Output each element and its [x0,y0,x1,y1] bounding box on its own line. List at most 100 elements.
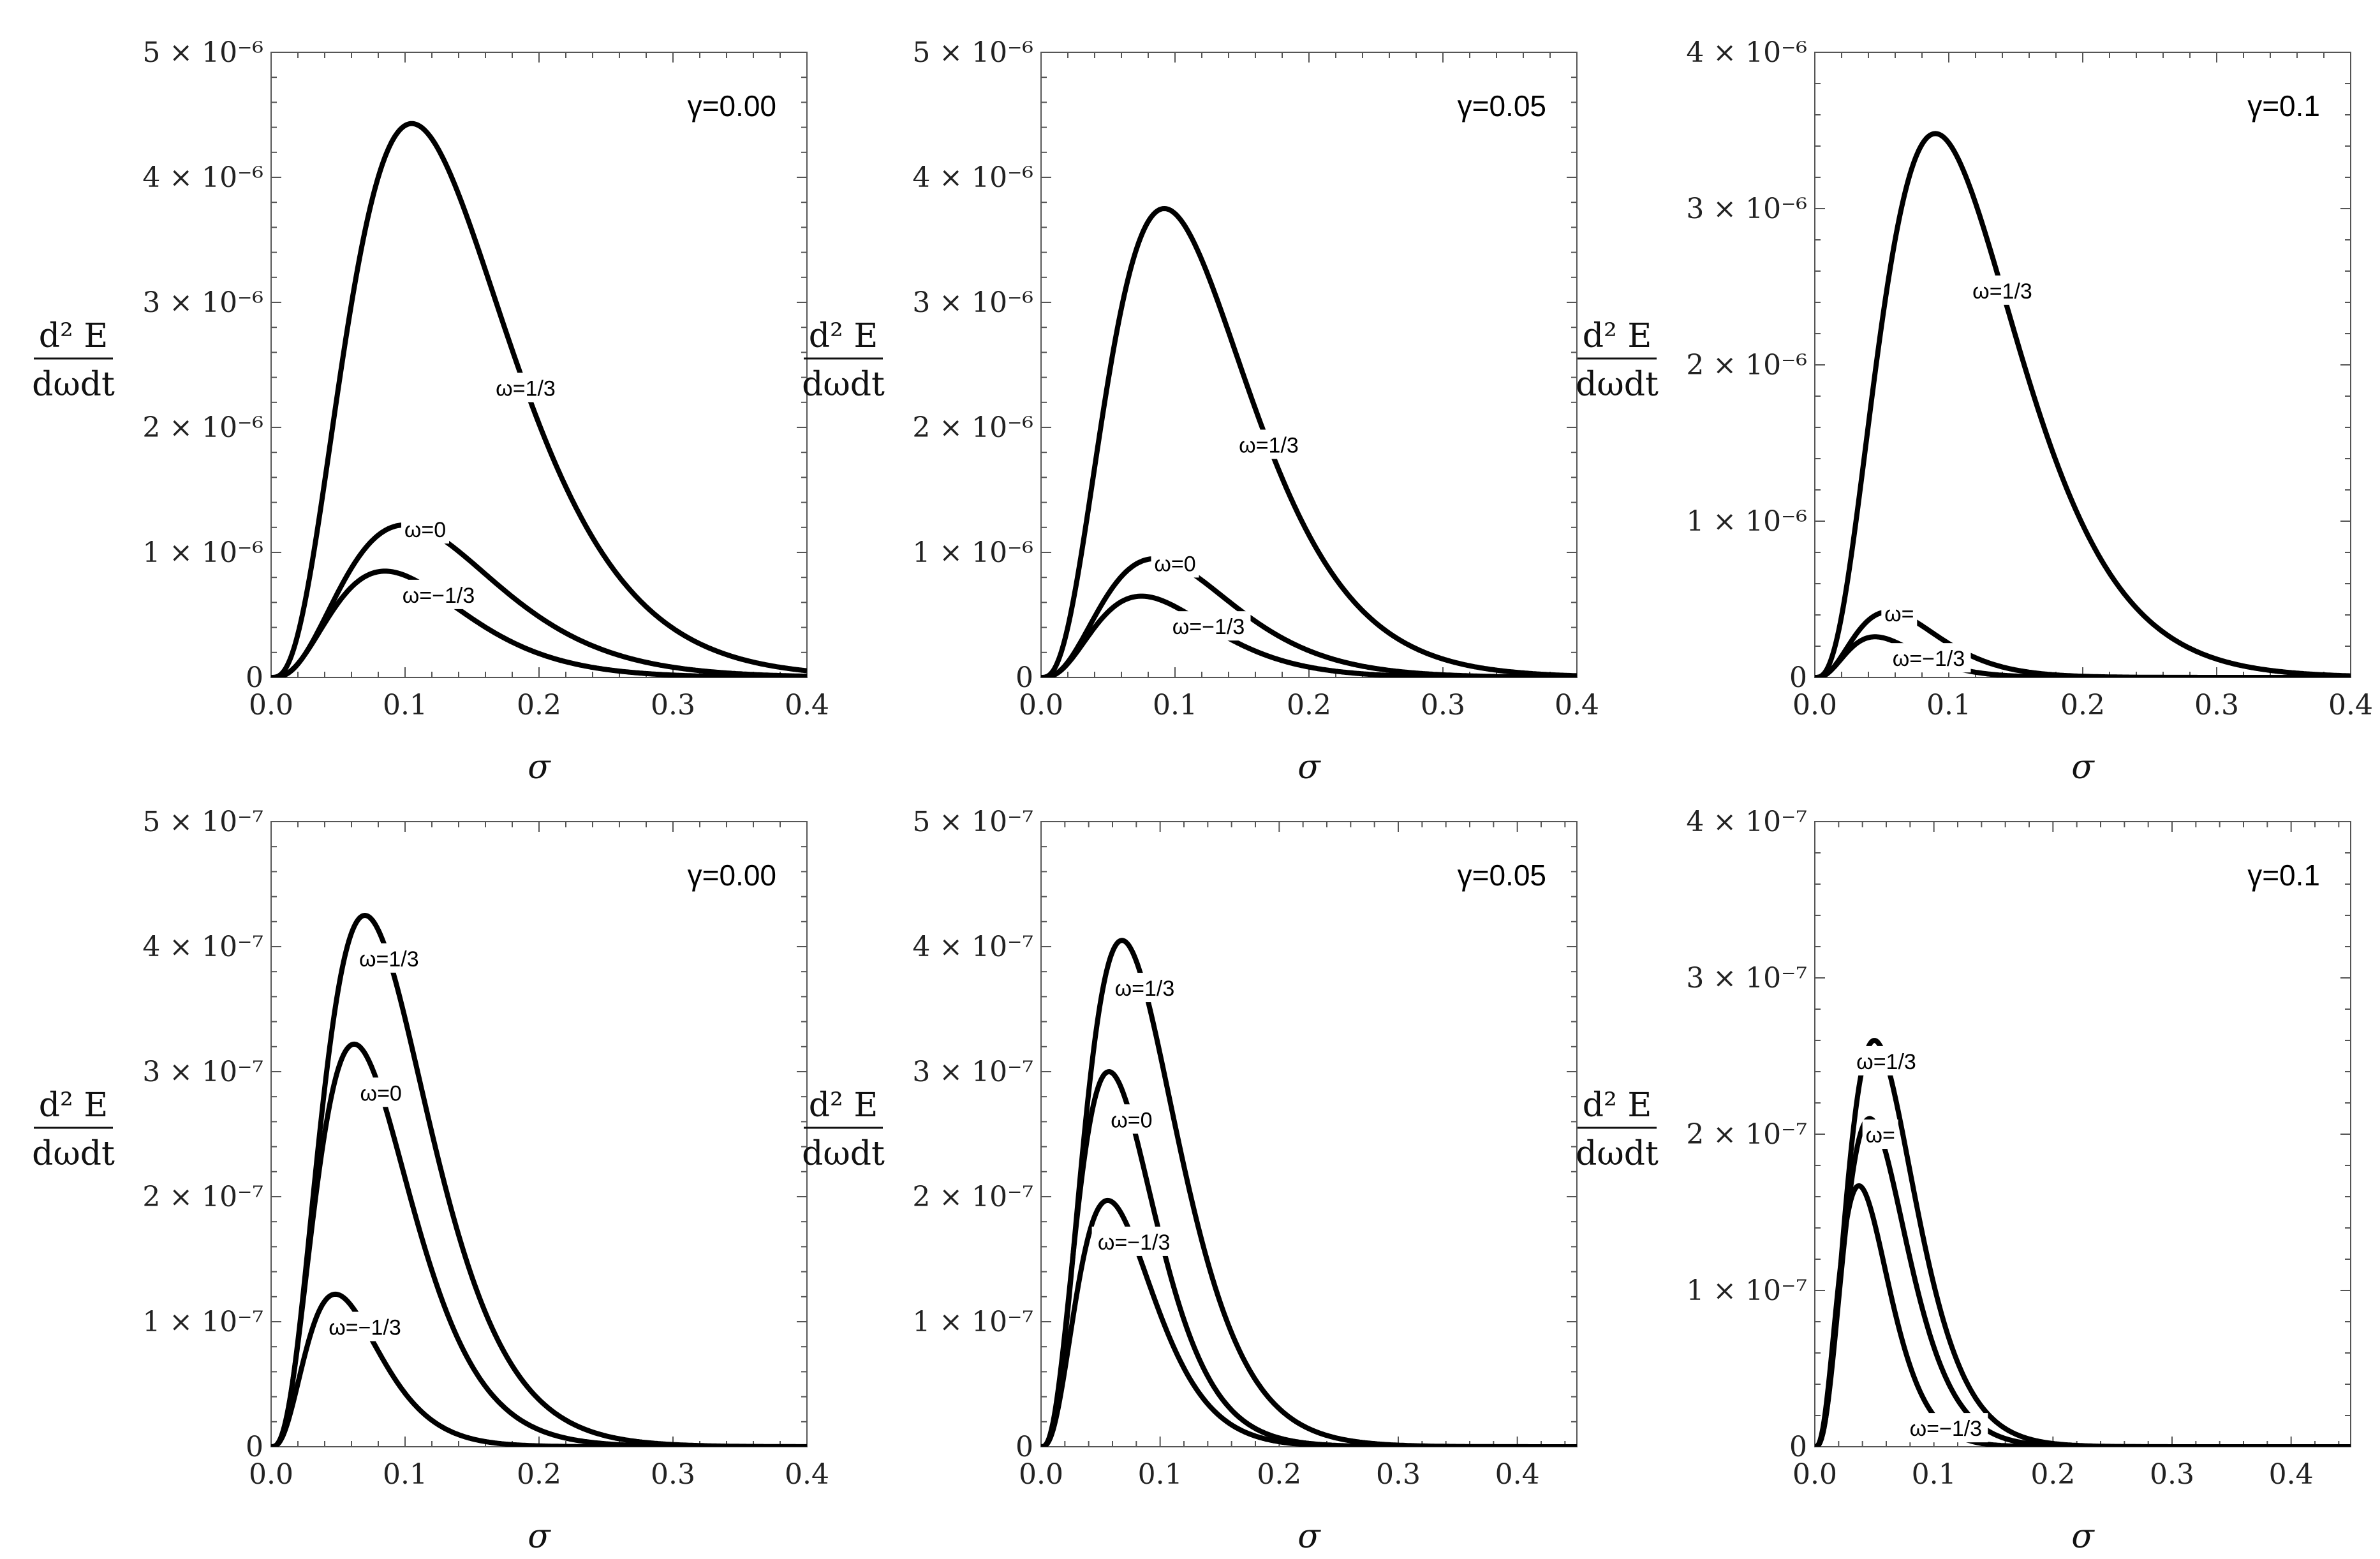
y-tick-label: 0 [1789,661,1807,694]
series-label-backing [1232,429,1305,459]
y-tick-label: 5 × 10⁻⁶ [912,36,1033,69]
gamma-label: γ=0.00 [688,859,776,892]
y-tick-label: 0 [246,1431,263,1463]
y-tick-label: 3 × 10⁻⁷ [142,1056,263,1088]
y-tick-label: 2 × 10⁻⁶ [912,411,1033,444]
y-axis-label-denominator: dωdt [32,366,115,404]
x-tick-label: 0.0 [249,1458,293,1491]
x-tick-label: 0.3 [651,1458,695,1491]
series-line-3 [1041,593,1577,677]
y-axis-label-denominator: dωdt [1576,366,1659,404]
chart-panel-5: 0.0 0.1 0.2 0.3 0.4 0 1 × 10⁻⁷ 2 × 10⁻⁷ 3 × 10⁻⁷… [802,806,1578,1556]
x-tick-label: 0.3 [1376,1458,1421,1491]
y-tick-label: 3 × 10⁻⁷ [1686,962,1807,994]
series-label: ω=0 [360,1081,402,1105]
y-tick-label: 0 [1016,661,1033,694]
y-tick-label: 1 × 10⁻⁷ [912,1306,1033,1338]
y-tick-label: 5 × 10⁻⁶ [142,36,263,69]
y-tick-label: 4 × 10⁻⁶ [142,161,263,194]
y-axis-label-denominator: dωdt [802,366,885,404]
x-tick-label: 0.1 [383,1458,427,1491]
y-tick-label: 2 × 10⁻⁶ [142,411,263,444]
x-tick-label: 0.4 [785,1458,829,1491]
x-axis-label: σ [1297,1518,1321,1556]
chart-panel-6: 0.0 0.1 0.2 0.3 0.4 0 1 × 10⁻⁷ 2 × 10⁻⁷ 3 × 10⁻⁷… [1576,806,2351,1556]
y-tick-label: 4 × 10⁻⁶ [912,161,1033,194]
x-axis-label: σ [528,748,551,787]
gamma-label: γ=0.05 [1458,89,1546,122]
y-axis-label-numerator: d² E [809,1086,878,1125]
series-label: ω=−1/3 [1893,647,1965,671]
y-tick-label: 4 × 10⁻⁷ [1686,806,1807,838]
x-tick-label: 0.4 [785,689,829,721]
y-axis-label-numerator: d² E [39,317,108,355]
x-tick-label: 0.4 [1555,689,1599,721]
y-axis-label-numerator: d² E [809,317,878,355]
x-tick-label: 0.2 [2030,1458,2075,1491]
series-label-backing [323,1311,407,1341]
series-label: ω=−1/3 [1910,1417,1983,1441]
x-tick-label: 0.3 [1421,689,1465,721]
series-label: ω=−1/3 [1172,615,1245,639]
series-label: ω=1/3 [1239,434,1299,458]
series-label: ω=1/3 [359,947,419,972]
y-axis-label-denominator: dωdt [802,1135,885,1173]
x-tick-label: 0.0 [1792,689,1837,721]
series-label: ω=0 [404,518,446,542]
series-label-backing [357,1077,405,1107]
y-tick-label: 3 × 10⁻⁷ [912,1056,1033,1088]
series-label-backing [1903,1413,1988,1443]
series-label: ω=−1/3 [329,1315,401,1340]
y-tick-label: 0 [1789,1431,1807,1463]
x-tick-label: 0.4 [2269,1458,2314,1491]
y-tick-label: 0 [246,661,263,694]
y-tick-label: 4 × 10⁻⁶ [1686,36,1807,69]
y-tick-label: 3 × 10⁻⁶ [912,286,1033,319]
series-label-backing [1107,1104,1156,1134]
y-tick-label: 1 × 10⁻⁷ [1686,1275,1807,1307]
chart-panel-1: 0.0 0.1 0.2 0.3 0.4 0 1 × 10⁻⁶ 2 × 10⁻⁶ 3 × 10⁻⁶… [32,36,829,787]
series-line-3 [1815,1183,2351,1447]
series-label-backing [1108,973,1181,1003]
x-tick-label: 0.2 [517,689,561,721]
series-label: ω=−1/3 [1098,1230,1171,1255]
y-tick-label: 1 × 10⁻⁶ [912,536,1033,569]
x-tick-label: 0.0 [249,689,293,721]
y-tick-label: 2 × 10⁻⁷ [912,1181,1033,1213]
x-tick-label: 0.3 [2194,689,2239,721]
x-tick-label: 0.2 [2060,689,2105,721]
series-label: ω=1/3 [496,376,556,401]
chart-panel-2: 0.0 0.1 0.2 0.3 0.4 0 1 × 10⁻⁶ 2 × 10⁻⁶ 3 × 10⁻⁶… [802,36,1599,787]
series-label-backing [1966,275,2039,305]
series-label-backing [1881,598,1918,628]
series-label-backing [1166,611,1251,641]
x-axis-label: σ [2071,748,2095,787]
series-line-2 [271,522,807,677]
x-tick-label: 0.3 [651,689,695,721]
series-line-1 [1041,206,1577,677]
x-tick-label: 0.0 [1792,1458,1837,1491]
y-tick-label: 2 × 10⁻⁶ [1686,349,1807,381]
series-label-backing [1862,1119,1898,1149]
x-tick-label: 0.1 [1138,1458,1183,1491]
series-label-backing [1091,1226,1176,1256]
series-label: ω=1/3 [1856,1050,1916,1074]
chart-panel-3: 0.0 0.1 0.2 0.3 0.4 0 1 × 10⁻⁶ 2 × 10⁻⁶ 3 × 10⁻⁶… [1576,36,2373,787]
y-tick-label: 0 [1016,1431,1033,1463]
series-label-backing [401,514,449,544]
x-axis-label: σ [528,1518,551,1556]
y-tick-label: 3 × 10⁻⁶ [142,286,263,319]
y-tick-label: 2 × 10⁻⁷ [142,1181,263,1213]
series-label: ω= [1884,602,1914,626]
y-tick-label: 1 × 10⁻⁶ [142,536,263,569]
series-label: ω= [1865,1123,1895,1148]
x-axis-label: σ [1297,748,1321,787]
series-label-backing [396,579,481,609]
gamma-label: γ=0.00 [688,89,776,122]
y-tick-label: 4 × 10⁻⁷ [142,931,263,963]
x-tick-label: 0.3 [2150,1458,2194,1491]
x-tick-label: 0.1 [1153,689,1197,721]
series-label-backing [1850,1045,1923,1075]
